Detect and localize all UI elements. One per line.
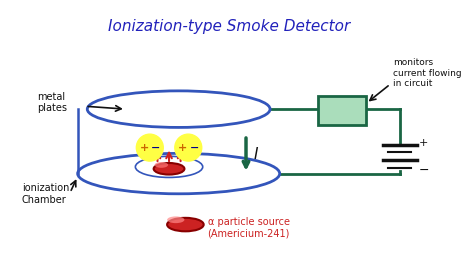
Circle shape — [137, 134, 163, 161]
Circle shape — [175, 134, 202, 161]
Text: Ionization-type Smoke Detector: Ionization-type Smoke Detector — [108, 19, 350, 34]
Ellipse shape — [155, 162, 168, 168]
Text: ionization
Chamber: ionization Chamber — [22, 183, 69, 205]
Text: α particle source
(Americium-241): α particle source (Americium-241) — [208, 217, 290, 238]
Ellipse shape — [154, 163, 184, 174]
Text: −: − — [419, 164, 429, 177]
Text: +: + — [178, 143, 187, 153]
Ellipse shape — [167, 216, 184, 223]
Text: +: + — [419, 138, 428, 148]
Text: −: − — [151, 143, 160, 153]
Text: I: I — [254, 147, 258, 162]
Text: monitors
current flowing
in circuit: monitors current flowing in circuit — [393, 58, 462, 88]
Text: −: − — [190, 143, 199, 153]
Ellipse shape — [167, 218, 204, 231]
Text: metal
plates: metal plates — [37, 92, 67, 113]
Bar — [318, 96, 366, 124]
Text: +: + — [139, 143, 149, 153]
